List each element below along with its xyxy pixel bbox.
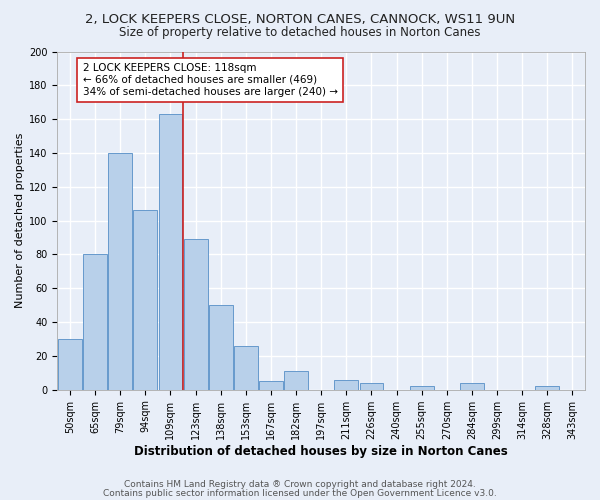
Y-axis label: Number of detached properties: Number of detached properties [15, 133, 25, 308]
Bar [158, 114, 182, 390]
Text: Size of property relative to detached houses in Norton Canes: Size of property relative to detached ho… [119, 26, 481, 39]
Bar [535, 386, 559, 390]
Text: 2, LOCK KEEPERS CLOSE, NORTON CANES, CANNOCK, WS11 9UN: 2, LOCK KEEPERS CLOSE, NORTON CANES, CAN… [85, 12, 515, 26]
Bar [133, 210, 157, 390]
Text: 2 LOCK KEEPERS CLOSE: 118sqm
← 66% of detached houses are smaller (469)
34% of s: 2 LOCK KEEPERS CLOSE: 118sqm ← 66% of de… [83, 64, 338, 96]
Bar [234, 346, 258, 390]
Bar [83, 254, 107, 390]
Bar [259, 382, 283, 390]
Bar [209, 305, 233, 390]
Bar [284, 371, 308, 390]
Bar [58, 339, 82, 390]
Bar [334, 380, 358, 390]
Bar [108, 153, 132, 390]
Bar [359, 383, 383, 390]
X-axis label: Distribution of detached houses by size in Norton Canes: Distribution of detached houses by size … [134, 444, 508, 458]
Text: Contains HM Land Registry data ® Crown copyright and database right 2024.: Contains HM Land Registry data ® Crown c… [124, 480, 476, 489]
Bar [410, 386, 434, 390]
Text: Contains public sector information licensed under the Open Government Licence v3: Contains public sector information licen… [103, 489, 497, 498]
Bar [460, 383, 484, 390]
Bar [184, 239, 208, 390]
